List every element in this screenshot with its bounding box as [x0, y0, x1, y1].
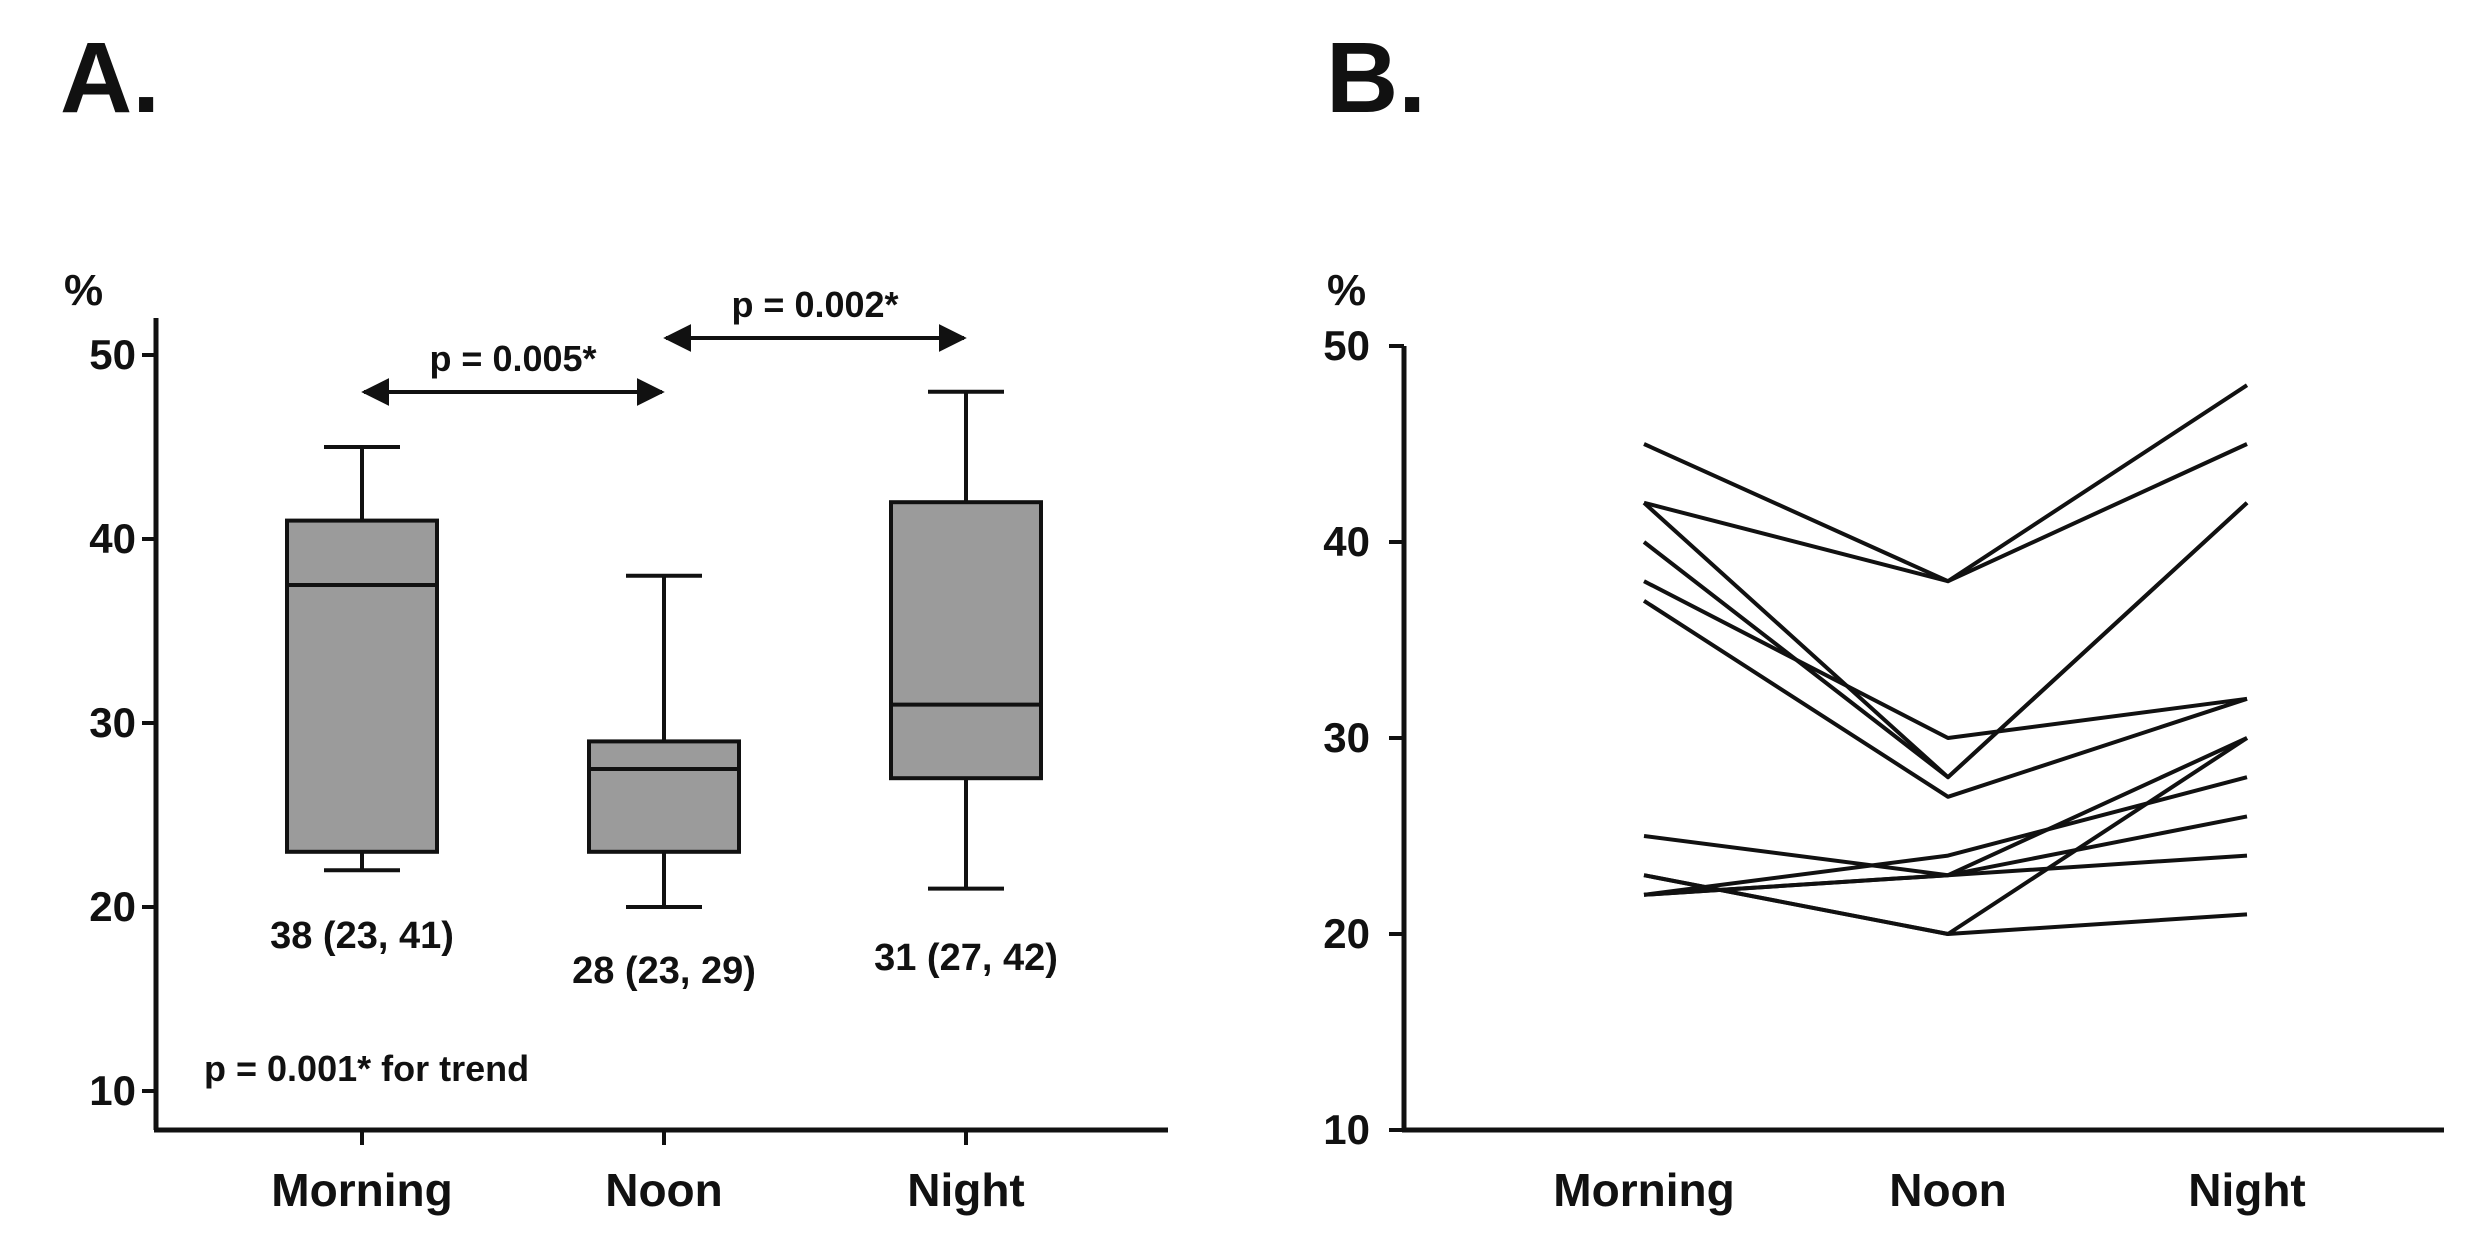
- interquartile-box: [587, 739, 741, 854]
- panel-b-x-tick-label: Noon: [1889, 1164, 2007, 1216]
- panel-a-y-tick-label: 30: [89, 699, 136, 746]
- panel-a-box-plot: A. % 10 20 30 40 50 Morning Noon Night 38 (23,…: [60, 22, 1168, 1216]
- panel-a-x-tick-label: Morning: [271, 1164, 452, 1216]
- subject-line: [1643, 853, 2248, 897]
- comparison-p-value-label: p = 0.002*: [731, 284, 898, 325]
- panel-a-box-night: 31 (27, 42): [874, 389, 1058, 979]
- panel-b-x-tick-label: Night: [2188, 1164, 2306, 1216]
- subject-line: [1643, 775, 2248, 897]
- median-iqr-label: 38 (23, 41): [270, 915, 454, 957]
- panel-b-y-tick-label: 50: [1323, 322, 1370, 369]
- panel-b-y-tick-label: 20: [1323, 910, 1370, 957]
- panel-a-box-noon: 28 (23, 29): [572, 573, 756, 992]
- panel-b-y-tick-label: 10: [1323, 1106, 1370, 1153]
- panel-b-line-plot: B. % 10 20 30 40 50 Morning Noon Night: [1323, 22, 2444, 1216]
- panel-a-y-tick-label: 50: [89, 331, 136, 378]
- median-iqr-label: 28 (23, 29): [572, 950, 756, 992]
- subject-line: [1643, 579, 2248, 740]
- panel-b-unit-label: %: [1327, 266, 1366, 315]
- panel-a-unit-label: %: [64, 266, 103, 315]
- panel-b-x-tick-label: Morning: [1553, 1164, 1734, 1216]
- median-iqr-label: 31 (27, 42): [874, 937, 1058, 979]
- panel-a-y-tick-label: 10: [89, 1067, 136, 1114]
- subject-line: [1642, 501, 2249, 780]
- subject-line: [1643, 442, 2248, 584]
- panel-a-y-tick-label: 20: [89, 883, 136, 930]
- panel-b-y-tick-label: 30: [1323, 714, 1370, 761]
- subject-line: [1642, 599, 2248, 799]
- subject-line: [1643, 873, 2248, 936]
- panel-b-letter: B.: [1326, 22, 1426, 134]
- panel-a-x-tick-label: Night: [907, 1164, 1025, 1216]
- panel-a-y-tick-label: 40: [89, 515, 136, 562]
- comparison-p-value-label: p = 0.005*: [429, 338, 596, 379]
- subject-line: [1643, 383, 2249, 584]
- interquartile-box: [889, 500, 1043, 781]
- panel-b-y-tick-label: 40: [1323, 518, 1370, 565]
- interquartile-box: [285, 518, 439, 854]
- panel-a-box-morning: 38 (23, 41): [270, 445, 454, 957]
- panel-a-letter: A.: [60, 22, 160, 134]
- panel-a-x-tick-label: Noon: [605, 1164, 723, 1216]
- panel-a-trend-label: p = 0.001* for trend: [204, 1048, 529, 1089]
